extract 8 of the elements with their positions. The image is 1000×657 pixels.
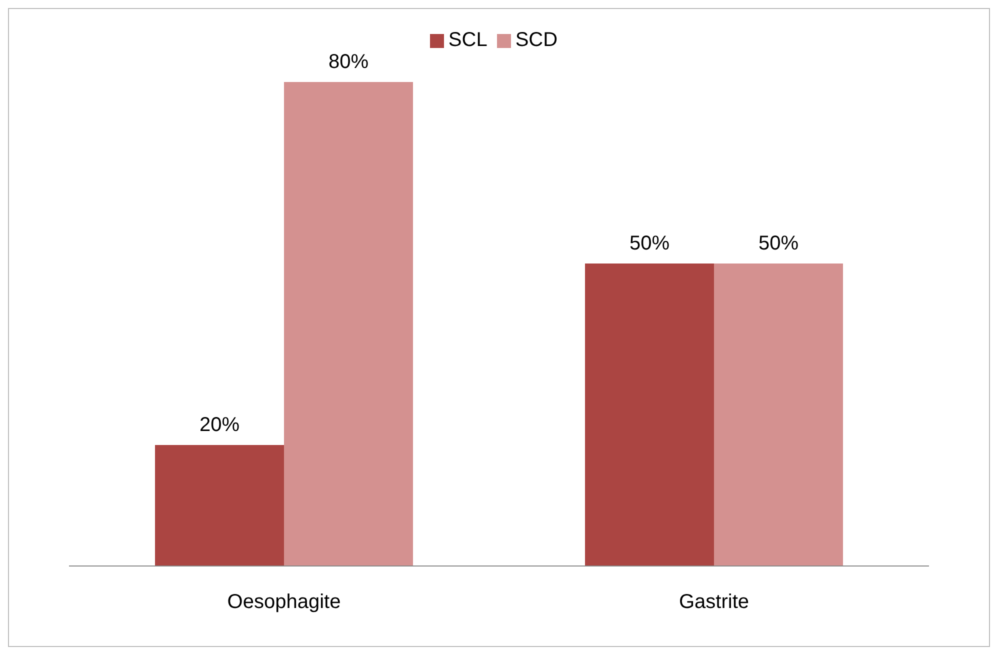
data-label: 20% — [199, 414, 240, 436]
legend-label: SCL — [448, 29, 488, 51]
x-tick-label: Gastrite — [678, 591, 750, 614]
legend-label: SCD — [515, 29, 558, 51]
data-label: 50% — [758, 232, 799, 254]
x-tick-label: Oesophagite — [227, 591, 341, 614]
data-label: 50% — [629, 232, 670, 254]
data-label: 80% — [328, 51, 369, 73]
